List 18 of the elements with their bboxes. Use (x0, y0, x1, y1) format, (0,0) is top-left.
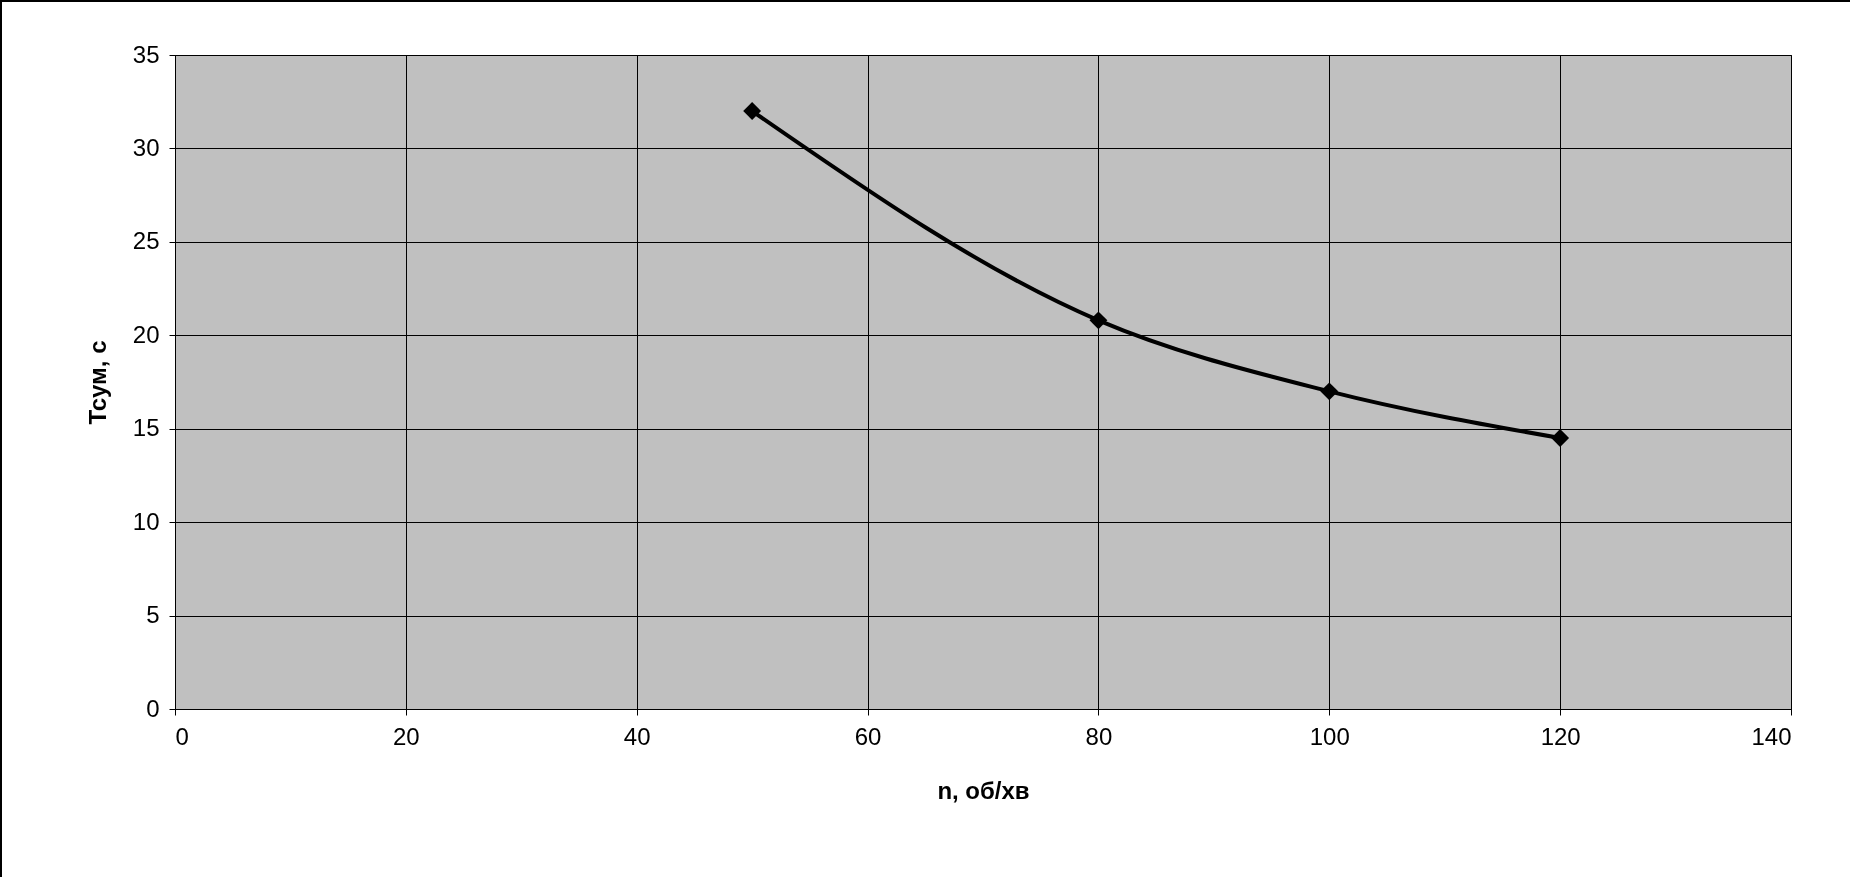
y-tick-label: 5 (146, 601, 160, 629)
y-tick-label: 30 (132, 133, 160, 161)
x-tick-label: 20 (393, 722, 420, 750)
x-tick-label: 100 (1309, 722, 1350, 750)
y-axis-title: Тсум, с (83, 340, 111, 425)
x-axis-title: n, об/хв (937, 776, 1030, 804)
y-tick-label: 15 (132, 414, 160, 442)
x-tick-label: 120 (1540, 722, 1581, 750)
y-tick-label: 0 (146, 694, 160, 722)
x-tick-label: 140 (1751, 722, 1792, 750)
x-tick-label: 0 (175, 722, 189, 750)
y-tick-label: 20 (132, 320, 160, 348)
x-tick-label: 80 (1085, 722, 1113, 750)
x-tick-label: 60 (854, 722, 882, 750)
x-tick-label: 40 (623, 722, 651, 750)
y-tick-label: 25 (132, 227, 160, 255)
y-tick-label: 10 (132, 507, 160, 535)
y-tick-label: 35 (132, 40, 160, 68)
